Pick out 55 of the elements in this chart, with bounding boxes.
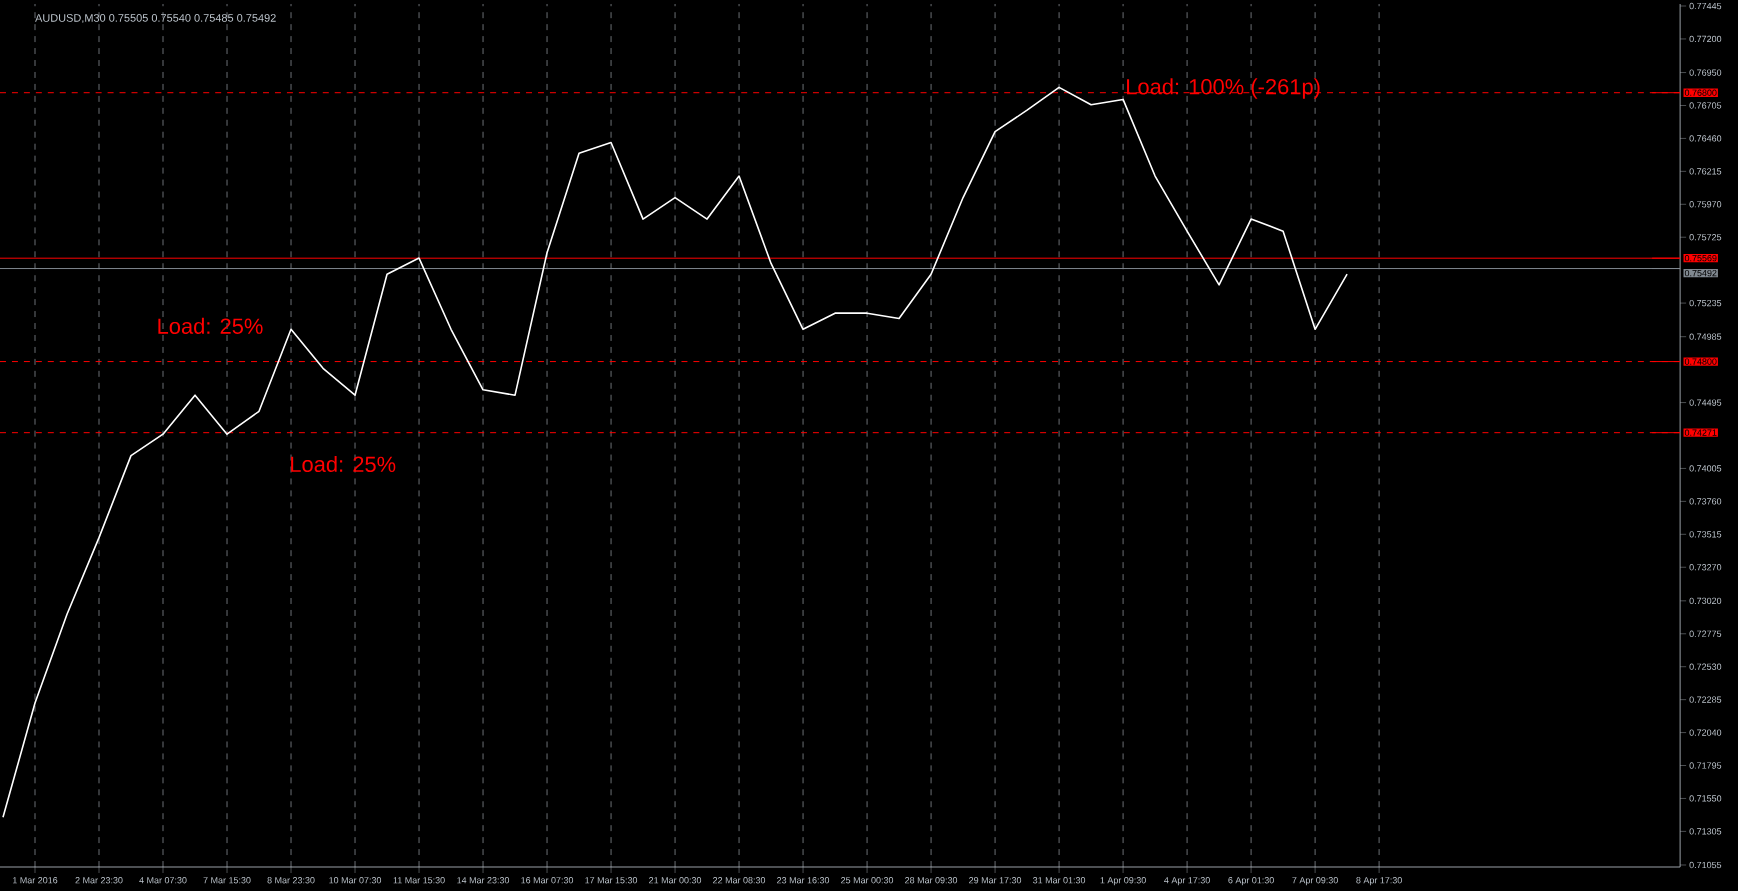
- ref-line-label: 0.74800: [1684, 358, 1717, 365]
- y-tick-label: 0.72530: [1689, 663, 1722, 670]
- y-tick-label: 0.75725: [1689, 234, 1722, 241]
- x-tick-label: 21 Mar 00:30: [649, 877, 702, 884]
- x-tick-label: 23 Mar 16:30: [777, 877, 830, 884]
- annotation: Load: 25%: [291, 455, 396, 473]
- y-tick-label: 0.73515: [1689, 531, 1722, 538]
- x-tick-label: 8 Mar 23:30: [267, 877, 315, 884]
- y-tick-label: 0.76950: [1689, 69, 1722, 76]
- y-tick-label: 0.77200: [1689, 35, 1722, 43]
- y-tick-label: 0.71305: [1689, 828, 1722, 835]
- x-tick-label: 7 Apr 09:30: [1292, 877, 1338, 886]
- x-tick-label: 14 Mar 23:30: [457, 877, 510, 884]
- y-tick-label: 0.74985: [1689, 333, 1722, 340]
- y-tick-label: 0.73270: [1689, 564, 1722, 571]
- y-tick-label: 0.76705: [1689, 102, 1722, 109]
- y-tick-label: 0.71550: [1689, 795, 1722, 802]
- x-tick-label: 6 Apr 01:30: [1228, 877, 1274, 886]
- x-tick-label: 1 Apr 09:30: [1100, 877, 1146, 886]
- y-tick-label: 0.73020: [1689, 597, 1722, 605]
- y-tick-label: 0.76215: [1689, 168, 1722, 175]
- x-tick-label: 2 Mar 23:30: [75, 877, 123, 884]
- y-tick-label: 0.74005: [1689, 465, 1722, 472]
- ref-line-label: 0.74271: [1684, 429, 1717, 436]
- x-tick-label: 7 Mar 15:30: [203, 877, 251, 884]
- x-tick-label: 22 Mar 08:30: [713, 877, 766, 884]
- x-tick-label: 16 Mar 07:30: [521, 877, 574, 884]
- x-tick-label: 31 Mar 01:30: [1033, 877, 1086, 884]
- y-tick-label: 0.76460: [1689, 135, 1722, 142]
- x-tick-label: 11 Mar 15:30: [393, 877, 445, 884]
- y-tick-label: 0.72285: [1689, 696, 1722, 703]
- x-tick-label: 28 Mar 09:30: [905, 877, 958, 884]
- y-tick-label: 0.71055: [1689, 861, 1722, 869]
- annotation: Load: 100% (-261p): [1127, 78, 1320, 99]
- y-tick-label: 0.71795: [1689, 762, 1722, 769]
- y-tick-label: 0.74495: [1689, 399, 1722, 406]
- text: AUDUSD,M30 0.75505 0.75540 0.75485 0.75492: [35, 14, 276, 24]
- x-tick-label: 17 Mar 15:30: [585, 877, 638, 884]
- x-tick-label: 29 Mar 17:30: [969, 877, 1022, 884]
- ref-line-label: 0.75492: [1684, 269, 1717, 277]
- y-tick-label: 0.75235: [1689, 299, 1722, 307]
- x-tick-label: 4 Mar 07:30: [139, 877, 187, 884]
- x-tick-label: 1 Mar 2016: [13, 877, 58, 884]
- x-tick-label: 25 Mar 00:30: [841, 877, 894, 884]
- ref-line-label: 0.75569: [1684, 255, 1717, 262]
- y-tick-label: 0.77445: [1689, 2, 1722, 10]
- x-tick-label: 4 Apr 17:30: [1164, 877, 1210, 886]
- annotation: Load: 25%: [158, 317, 263, 334]
- y-tick-label: 0.72775: [1689, 630, 1722, 637]
- y-tick-label: 0.72040: [1689, 729, 1722, 736]
- y-tick-label: 0.73760: [1689, 498, 1722, 505]
- y-tick-label: 0.75970: [1689, 201, 1722, 208]
- x-tick-label: 10 Mar 07:30: [329, 877, 382, 884]
- x-tick-label: 8 Apr 17:30: [1356, 877, 1402, 886]
- ref-line-label: 0.76800: [1684, 89, 1717, 96]
